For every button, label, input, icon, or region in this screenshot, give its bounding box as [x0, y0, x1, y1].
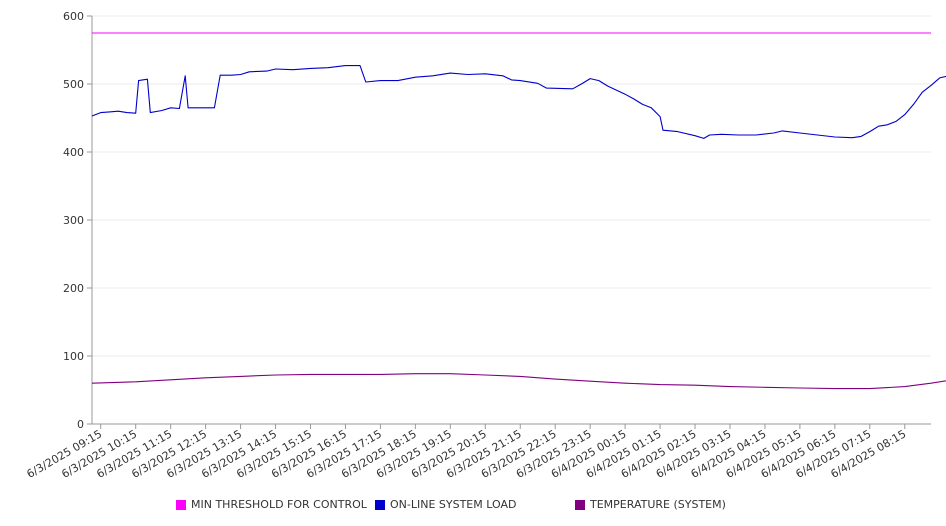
y-axis-ticks: 0 100 200 300 400 500 600: [63, 10, 92, 431]
x-axis-ticks: 6/3/2025 09:156/3/2025 10:156/3/2025 11:…: [24, 424, 908, 481]
y-tick-label: 500: [63, 78, 84, 91]
y-tick-label: 300: [63, 214, 84, 227]
y-tick-label: 600: [63, 10, 84, 23]
series-lines: [91, 32, 946, 390]
legend-label: TEMPERATURE (SYSTEM): [590, 498, 726, 511]
y-tick-label: 0: [77, 418, 84, 431]
legend-swatch: [375, 499, 385, 510]
series-line-1: [91, 65, 946, 139]
grid-lines: [92, 15, 931, 357]
legend-label: MIN THRESHOLD FOR CONTROL: [191, 498, 367, 511]
y-tick-label: 400: [63, 146, 84, 159]
legend: MIN THRESHOLD FOR CONTROL ON-LINE SYSTEM…: [0, 498, 946, 518]
y-tick-label: 200: [63, 282, 84, 295]
legend-label: ON-LINE SYSTEM LOAD: [390, 498, 517, 511]
legend-item-min-threshold[interactable]: MIN THRESHOLD FOR CONTROL: [176, 498, 367, 511]
legend-item-temperature[interactable]: TEMPERATURE (SYSTEM): [575, 498, 726, 511]
legend-swatch: [575, 499, 585, 510]
y-tick-label: 100: [63, 350, 84, 363]
legend-swatch: [176, 499, 186, 510]
legend-item-system-load[interactable]: ON-LINE SYSTEM LOAD: [375, 498, 516, 511]
series-line-2: [91, 373, 946, 390]
